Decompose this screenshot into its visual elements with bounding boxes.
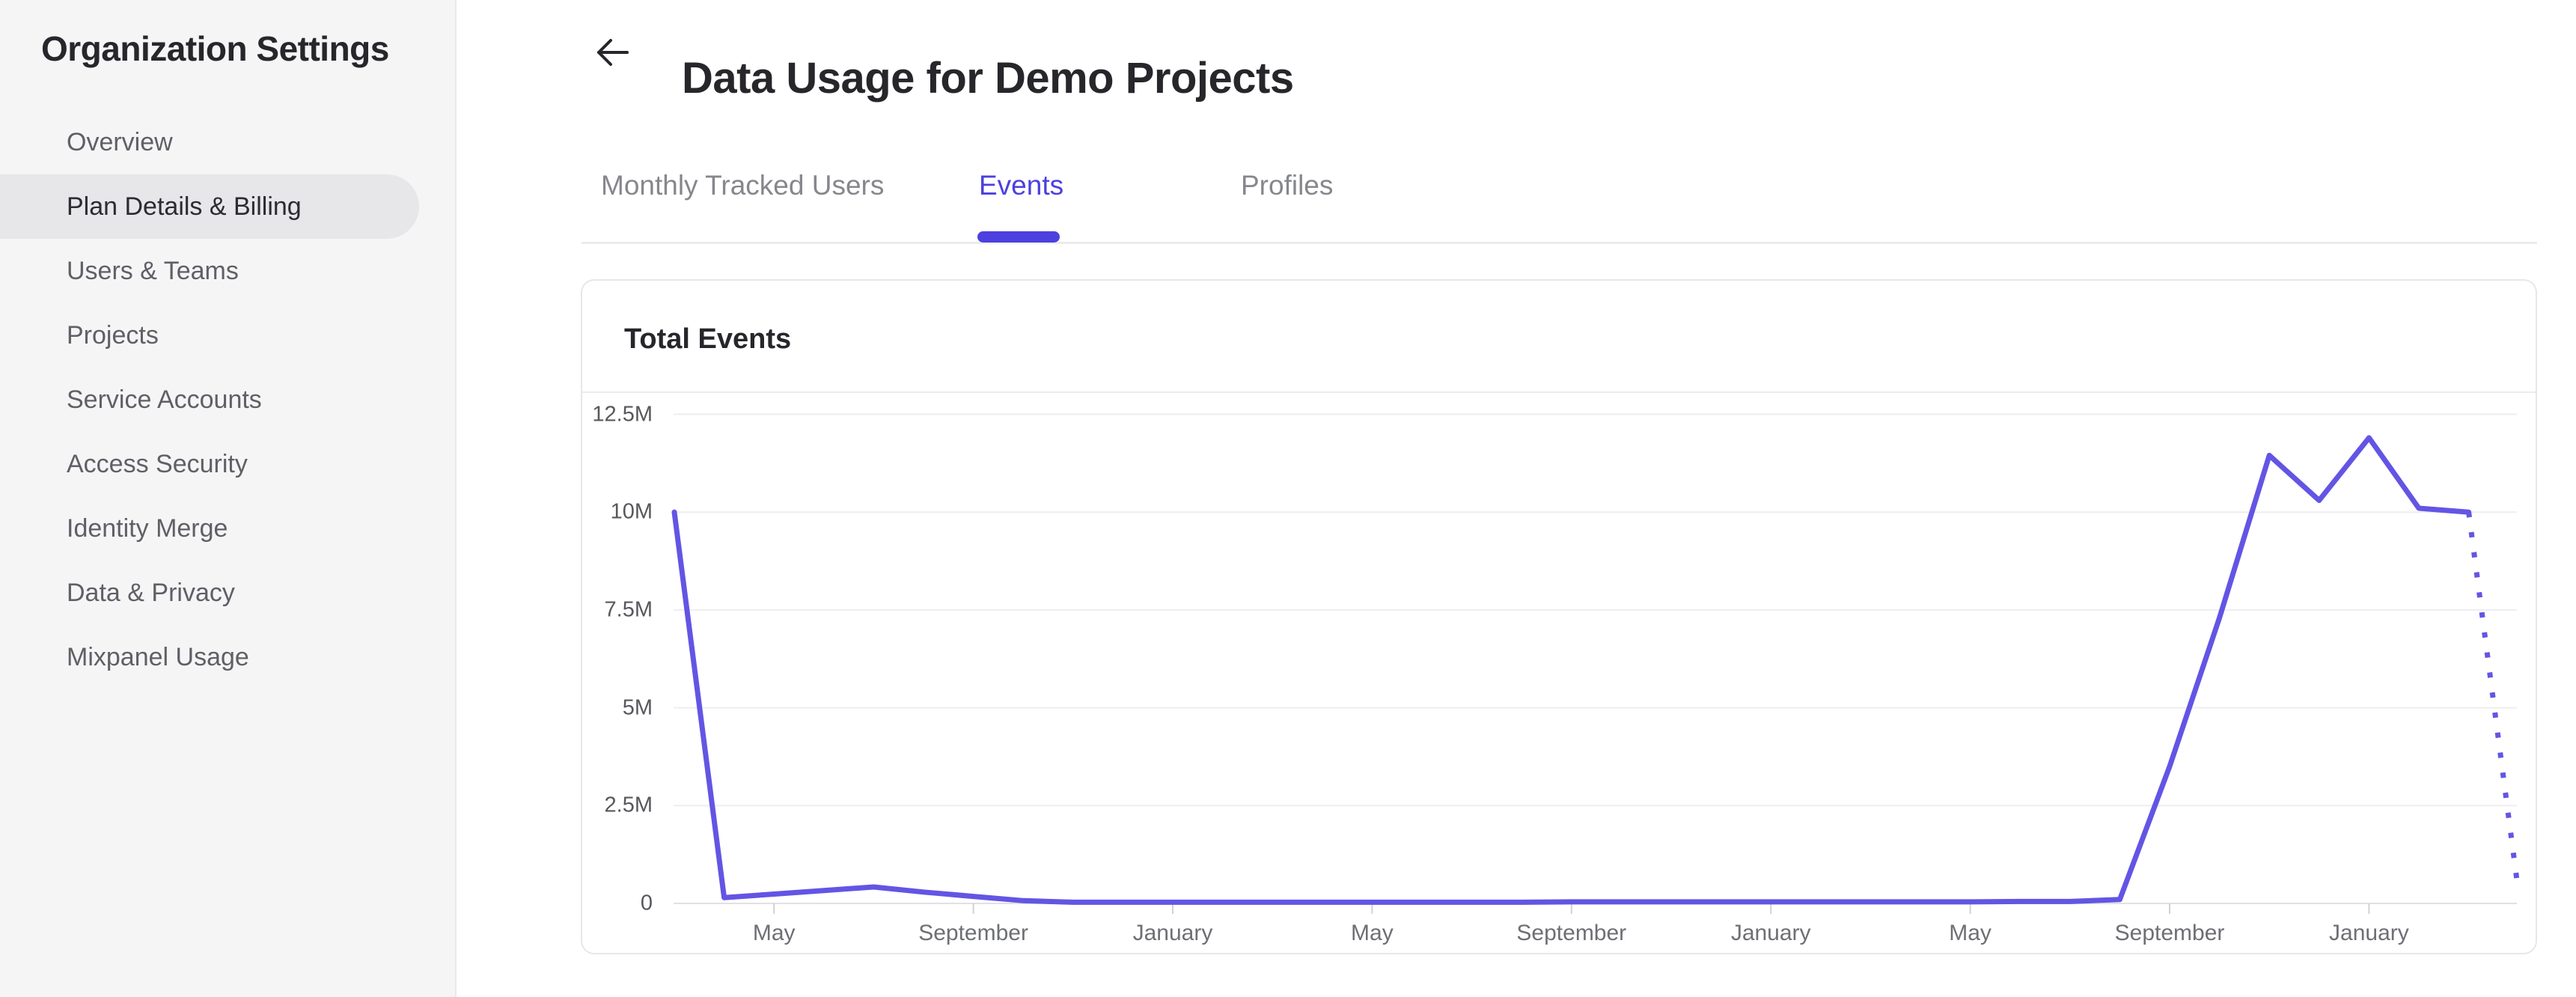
sidebar-item-users-teams[interactable]: Users & Teams: [67, 256, 239, 285]
x-tick-label: January: [1132, 921, 1213, 945]
sidebar-item-projects[interactable]: Projects: [67, 320, 159, 350]
y-tick-label: 12.5M: [592, 402, 653, 426]
back-button[interactable]: [593, 33, 632, 72]
active-tab-indicator: [977, 231, 1060, 243]
x-tick-label: May: [752, 921, 796, 945]
sidebar-item-overview[interactable]: Overview: [67, 127, 173, 156]
sidebar-item-access-security[interactable]: Access Security: [67, 449, 248, 478]
tab-profiles[interactable]: Profiles: [1241, 170, 1334, 201]
y-tick-label: 5M: [622, 695, 653, 720]
y-tick-label: 10M: [610, 499, 653, 524]
sidebar-item-service-accounts[interactable]: Service Accounts: [67, 385, 262, 414]
projected-segment-dotted: [2466, 511, 2521, 893]
x-tick-label: January: [2329, 921, 2409, 945]
card-header-divider: [582, 391, 2536, 393]
sidebar-item-plan-details-billing[interactable]: Plan Details & Billing: [0, 174, 419, 239]
tab-monthly-tracked-users[interactable]: Monthly Tracked Users: [601, 170, 885, 201]
sidebar-item-identity-merge[interactable]: Identity Merge: [67, 513, 228, 543]
x-tick-label: September: [2114, 921, 2225, 945]
events-series-line: [671, 435, 2472, 905]
y-tick-label: 0: [640, 891, 653, 915]
sidebar: Organization Settings Overview Plan Detai…: [0, 0, 457, 997]
sidebar-item-mixpanel-usage[interactable]: Mixpanel Usage: [67, 642, 249, 671]
x-tick-label: September: [918, 921, 1028, 945]
x-tick-label: January: [1730, 921, 1811, 945]
sidebar-title: Organization Settings: [41, 29, 389, 68]
tab-bar-divider: [582, 242, 2537, 244]
chart-title: Total Events: [624, 323, 792, 355]
y-tick-label: 2.5M: [604, 793, 653, 817]
x-tick-label: May: [1351, 921, 1394, 945]
sidebar-item-data-privacy[interactable]: Data & Privacy: [67, 578, 235, 607]
x-tick-label: May: [1949, 921, 1991, 945]
page-title: Data Usage for Demo Projects: [682, 53, 1294, 103]
tab-events[interactable]: Events: [979, 170, 1064, 201]
y-tick-label: 7.5M: [604, 597, 653, 622]
x-tick-label: September: [1516, 921, 1627, 945]
